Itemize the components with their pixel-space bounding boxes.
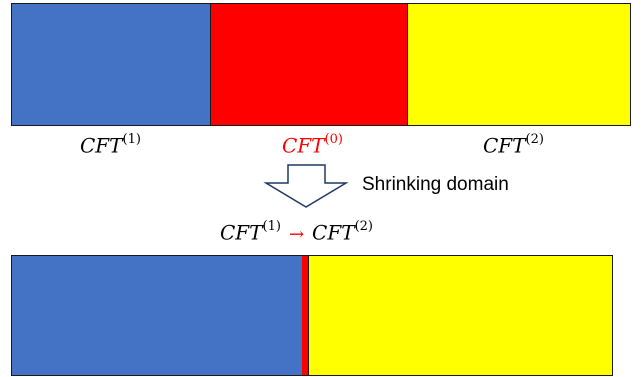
bottom-region-cft1 <box>11 255 304 376</box>
label-cft2: CFT(2) <box>483 132 544 158</box>
transition-label: CFT(1) → CFT(2) <box>220 219 373 245</box>
top-region-cft2 <box>407 3 631 126</box>
label-cft1-sup: (1) <box>122 132 141 147</box>
transition-left-sup: (1) <box>262 219 281 234</box>
label-cft0-base: CFT <box>282 133 325 158</box>
transition-arrow: → <box>288 223 305 245</box>
transition-left-base: CFT <box>220 220 263 245</box>
label-cft0-sup: (0) <box>324 132 343 147</box>
bottom-region-cft0-sliver <box>302 255 309 376</box>
transition-right-sup: (2) <box>354 219 373 234</box>
top-region-cft0 <box>210 3 408 126</box>
top-region-cft1 <box>11 3 211 126</box>
transition-right-base: CFT <box>312 220 355 245</box>
label-cft1: CFT(1) <box>80 132 141 158</box>
label-cft0: CFT(0) <box>282 132 343 158</box>
shrinking-domain-caption: Shrinking domain <box>362 174 509 195</box>
bottom-region-cft2 <box>308 255 613 376</box>
label-cft2-base: CFT <box>483 133 526 158</box>
label-cft1-base: CFT <box>80 133 123 158</box>
label-cft2-sup: (2) <box>525 132 544 147</box>
